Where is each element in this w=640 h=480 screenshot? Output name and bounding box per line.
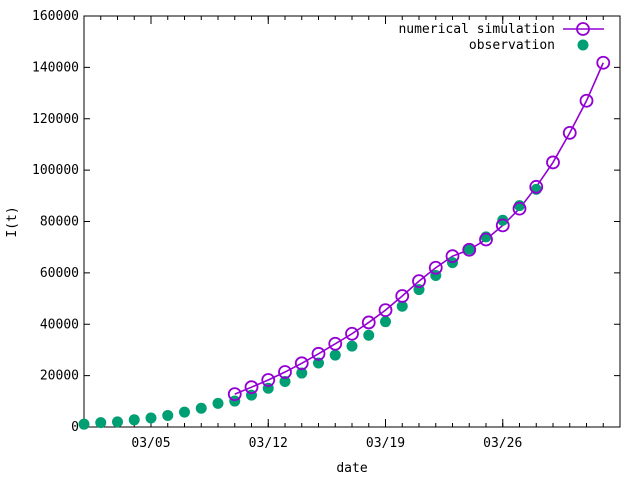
observation-point <box>229 395 241 407</box>
y-tick-label: 120000 <box>32 112 79 127</box>
simulation-point <box>378 303 393 318</box>
observation-point <box>514 200 525 212</box>
observation-point <box>346 340 358 352</box>
y-tick-label: 40000 <box>40 317 79 332</box>
simulation-point <box>395 289 410 303</box>
y-tick-label: 100000 <box>32 163 79 178</box>
simulation-point <box>412 274 426 288</box>
series-line-numerical-simulation <box>234 62 604 395</box>
observation-point <box>463 243 475 255</box>
legend-marker-observation <box>577 39 589 51</box>
simulation-point <box>495 218 510 233</box>
simulation-point <box>428 260 443 275</box>
simulation-point <box>462 242 477 257</box>
simulation-point <box>328 336 343 351</box>
x-axis: 03/05 03/12 03/19 03/26 <box>83 16 621 451</box>
legend-marker-numerical-simulation <box>576 22 590 36</box>
simulation-point <box>227 387 242 402</box>
x-tick-label: 03/12 <box>249 436 288 451</box>
y-tick-label: 60000 <box>40 266 79 281</box>
legend-label-numerical-simulation: numerical simulation <box>398 22 555 37</box>
simulation-point <box>529 179 544 194</box>
x-tick-label: 03/19 <box>366 436 405 451</box>
y-tick-label: 160000 <box>32 9 79 24</box>
observation-point <box>179 406 190 418</box>
legend: numerical simulation observation <box>398 22 604 53</box>
legend-label-observation: observation <box>469 38 555 53</box>
y-tick-label: 80000 <box>40 215 79 230</box>
simulation-point <box>345 326 359 341</box>
simulation-point <box>562 125 577 140</box>
simulation-point <box>361 315 376 330</box>
simulation-point <box>294 356 309 371</box>
observation-point <box>162 409 174 421</box>
y-axis-label: I(t) <box>5 206 20 237</box>
observation-point <box>212 397 224 409</box>
observation-point <box>95 417 107 429</box>
simulation-point <box>596 55 611 70</box>
simulation-point <box>278 365 292 379</box>
y-tick-label: 140000 <box>32 60 79 75</box>
observation-point <box>313 357 324 369</box>
simulation-point <box>244 380 259 395</box>
simulation-point <box>261 373 276 387</box>
y-tick-label: 20000 <box>40 369 79 384</box>
y-axis: 0 20000 40000 60000 80000 100000 120000 140000 1… <box>32 9 620 435</box>
y-tick-label: 0 <box>71 420 79 435</box>
series-layer <box>78 55 611 430</box>
observation-point <box>296 367 308 379</box>
simulation-point <box>479 232 493 247</box>
plot-frame <box>83 15 621 428</box>
observation-point <box>396 300 408 312</box>
observation-point <box>128 414 140 426</box>
observation-point <box>279 376 291 388</box>
observation-point <box>112 416 123 428</box>
observation-point <box>195 402 207 414</box>
observation-point <box>78 418 90 430</box>
observation-point <box>380 316 391 328</box>
simulation-point <box>579 93 594 108</box>
observation-point <box>363 329 375 341</box>
observation-point <box>329 349 341 361</box>
simulation-point <box>546 155 560 170</box>
simulation-point <box>445 249 460 264</box>
x-tick-label: 03/26 <box>483 436 522 451</box>
x-axis-label: date <box>336 461 367 476</box>
observation-point <box>145 412 157 424</box>
simulation-point <box>512 201 527 216</box>
x-tick-label: 03/05 <box>131 436 170 451</box>
simulation-point <box>311 346 326 361</box>
